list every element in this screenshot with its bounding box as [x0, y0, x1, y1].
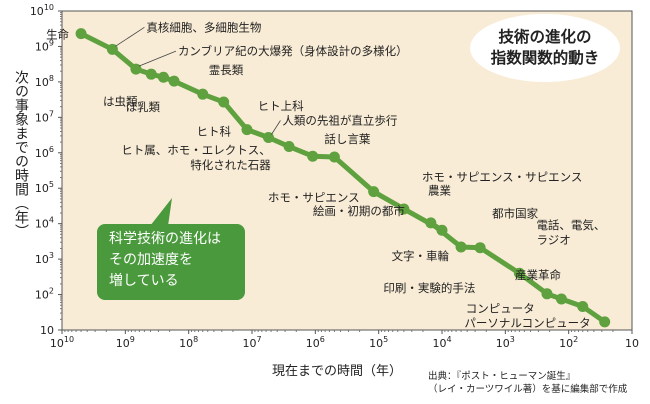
source-line-1: 出典：『ポスト・ヒューマン誕生』	[428, 371, 576, 382]
data-point-15	[436, 224, 448, 236]
source-line-2: （レイ・カーツワイル著）を基に編集部で作成	[428, 384, 628, 395]
point-label-13: ホモ・サピエンス	[268, 191, 360, 205]
x-tick-label-2: 108	[179, 335, 198, 350]
label-leader-1	[115, 26, 145, 47]
label-leader-9	[271, 120, 281, 135]
point-label-8: ヒト科	[196, 125, 231, 139]
y-tick-label-7: 103	[35, 251, 54, 266]
data-point-18	[474, 242, 486, 254]
point-label-6: 霊長類	[209, 63, 244, 77]
title-line-2: 指数関数的動き	[490, 49, 600, 67]
callout-pointer	[150, 198, 172, 226]
point-label-4: は虫類	[103, 94, 138, 108]
data-point-7	[218, 96, 230, 108]
y-tick-label-0: 1010	[30, 3, 54, 18]
data-point-16	[425, 217, 437, 229]
point-label-2: カンブリア紀の大爆発（身体設計の多様化）	[178, 44, 408, 58]
data-point-4	[157, 71, 169, 83]
point-label-23: パーソナルコンピュータ	[464, 316, 590, 330]
y-tick-label-8: 102	[35, 287, 54, 302]
y-tick-label-6: 104	[35, 216, 54, 231]
x-tick-label-6: 104	[432, 335, 451, 350]
data-point-14	[398, 203, 410, 215]
point-label-22: コンピュータ	[466, 302, 535, 316]
data-point-2	[130, 63, 142, 75]
point-label-12: 話し言葉	[324, 132, 370, 146]
point-label-9: 人類の先祖が直立歩行	[282, 113, 397, 127]
point-label-16: 絵画・初期の都市	[313, 204, 405, 218]
y-tick-label-5: 105	[35, 180, 54, 195]
data-point-22	[577, 301, 589, 313]
data-point-6	[197, 88, 209, 100]
x-tick-label-4: 106	[306, 335, 325, 350]
point-label-0: 生命	[46, 28, 69, 42]
point-label-7: ヒト上科	[258, 99, 304, 113]
point-label-20: 産業革命	[515, 268, 561, 282]
x-tick-label-5: 105	[369, 335, 388, 350]
source-note: 出典：『ポスト・ヒューマン誕生』 （レイ・カーツワイル著）を基に編集部で作成	[428, 370, 627, 396]
y-axis-title: 次の事象までの時間（年）	[13, 70, 29, 238]
data-point-3	[145, 68, 157, 80]
point-label-15: 農業	[428, 183, 451, 197]
point-label-17: 文字・車輪	[392, 249, 450, 263]
y-tick-label-4: 106	[35, 145, 54, 160]
data-point-21	[555, 293, 567, 305]
data-point-19	[513, 267, 525, 279]
callout-box: 科学技術の進化は その加速度を 増している	[97, 224, 245, 300]
data-point-13	[368, 186, 380, 198]
data-point-11	[307, 150, 319, 162]
x-tick-label-7: 103	[496, 335, 515, 350]
data-point-5	[168, 75, 180, 87]
x-axis-title: 現在までの時間（年）	[272, 364, 403, 379]
data-point-17	[455, 241, 467, 253]
y-tick-label-1: 109	[35, 38, 54, 53]
point-label-1: 真核細胞、多細胞生物	[146, 20, 261, 34]
data-point-20	[541, 288, 553, 300]
data-point-23	[599, 316, 611, 328]
callout-line-1: 科学技術の進化は	[109, 231, 221, 247]
point-label-18: 都市国家	[492, 207, 538, 221]
data-point-10	[283, 141, 295, 153]
label-leader-2	[138, 50, 177, 67]
data-point-9	[262, 131, 274, 143]
data-point-12	[328, 151, 340, 163]
y-tick-label-2: 108	[35, 74, 54, 89]
callout-line-2: その加速度を	[109, 252, 193, 268]
data-point-0	[75, 28, 87, 40]
point-label-14: ホモ・サピエンス・サピエンス	[422, 170, 583, 184]
x-tick-label-8: 102	[559, 335, 578, 350]
point-label-19: 印刷・実験的手法	[383, 281, 475, 295]
data-point-1	[106, 43, 118, 55]
chart-title: 技術の進化の 指数関数的動き	[470, 14, 620, 82]
x-tick-label-9: 10	[625, 337, 639, 350]
y-tick-label-9: 10	[40, 324, 54, 337]
title-line-1: 技術の進化の	[498, 28, 592, 46]
x-tick-label-1: 109	[116, 335, 135, 350]
data-point-8	[241, 124, 253, 136]
point-label-11: ヒト属、ホモ・エレクトス、特化された石器	[121, 143, 271, 172]
y-tick-label-3: 107	[35, 109, 54, 124]
point-label-5: ほ乳類	[126, 100, 161, 114]
x-tick-label-3: 107	[242, 335, 261, 350]
point-label-21: 電話、電気、ラジオ	[536, 218, 605, 247]
callout-line-3: 増している	[109, 273, 179, 289]
x-tick-label-0: 1010	[50, 335, 74, 350]
